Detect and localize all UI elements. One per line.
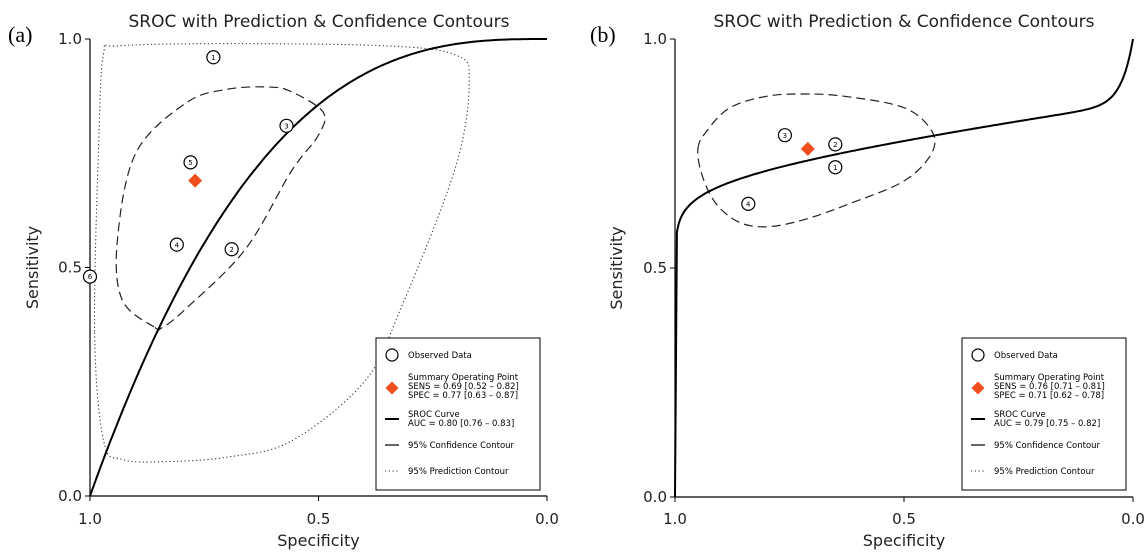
x-tick-label: 0.0 <box>535 510 559 528</box>
legend-prediction-label: 95% Prediction Contour <box>994 467 1095 477</box>
legend-summary-spec: SPEC = 0.77 [0.63 – 0.87] <box>408 391 518 401</box>
study-label: 4 <box>175 241 180 249</box>
legend-box <box>375 337 541 491</box>
legend-summary-icon <box>385 381 399 395</box>
legend-observed-label: Observed Data <box>408 351 472 361</box>
study-label: 2 <box>833 141 837 149</box>
study-label: 1 <box>211 54 215 62</box>
y-tick-label: 0.0 <box>643 488 667 506</box>
y-tick-label: 1.0 <box>58 30 82 48</box>
observed-point-marker <box>828 137 843 152</box>
observed-point-marker <box>828 160 843 175</box>
legend: Observed Data Summary Operating PointSENS… <box>961 337 1127 491</box>
observed-point-marker <box>279 118 294 133</box>
confidence-contour <box>115 86 326 331</box>
legend-observed-icon <box>385 348 399 362</box>
panel-label: (b) <box>590 22 616 47</box>
y-tick-label: 0.5 <box>643 259 667 277</box>
y-tick-label: 0.5 <box>58 259 82 277</box>
legend-sroc-title: SROC Curve <box>408 410 460 420</box>
observed-data-point: 3 <box>279 118 294 133</box>
legend-sroc-title: SROC Curve <box>994 410 1046 420</box>
legend-summary-sens: SENS = 0.69 [0.52 – 0.82] <box>408 382 519 392</box>
legend: Observed Data Summary Operating PointSENS… <box>375 337 541 491</box>
x-tick-label: 0.5 <box>892 510 916 528</box>
x-tick-label: 1.0 <box>78 510 102 528</box>
x-tick-label: 0.0 <box>1121 510 1145 528</box>
observed-point-marker <box>169 237 184 252</box>
legend-summary-sens: SENS = 0.76 [0.71 – 0.81] <box>994 382 1105 392</box>
observed-data-point: 1 <box>828 160 843 175</box>
panel-a: SROC with Prediction & Confidence Contou… <box>8 12 559 550</box>
y-tick-label: 1.0 <box>643 30 667 48</box>
legend-observed-label: Observed Data <box>994 351 1058 361</box>
study-label: 3 <box>284 122 288 130</box>
y-tick-label: 0.0 <box>58 487 82 505</box>
study-label: 2 <box>229 246 233 254</box>
summary-operating-point <box>188 173 203 188</box>
study-label: 6 <box>88 273 93 281</box>
y-axis-label: Sensitivity <box>23 226 42 309</box>
observed-data-point: 5 <box>183 155 198 170</box>
legend-observed-icon <box>971 348 985 362</box>
legend-sroc-auc: AUC = 0.79 [0.75 – 0.82] <box>994 419 1100 429</box>
study-label: 5 <box>188 159 192 167</box>
observed-data-point: 2 <box>828 137 843 152</box>
observed-data-point: 3 <box>777 128 793 143</box>
chart-title: SROC with Prediction & Confidence Contou… <box>714 12 1095 32</box>
observed-point-marker <box>206 50 221 65</box>
sroc-curve <box>89 38 547 497</box>
legend-prediction-label: 95% Prediction Contour <box>408 467 509 477</box>
legend-summary-spec: SPEC = 0.71 [0.62 – 0.78] <box>994 391 1104 401</box>
legend-summary-title: Summary Operating Point <box>994 373 1105 383</box>
x-axis-label: Specificity <box>863 531 945 550</box>
observed-data-point: 6 <box>82 269 98 284</box>
legend-confidence-label: 95% Confidence Contour <box>994 441 1101 451</box>
chart-title: SROC with Prediction & Confidence Contou… <box>129 12 510 32</box>
observed-point-marker <box>224 242 239 257</box>
observed-data-point: 4 <box>169 237 184 252</box>
observed-point-marker <box>777 128 793 143</box>
observed-data-point: 1 <box>206 50 221 65</box>
legend-confidence-label: 95% Confidence Contour <box>408 441 515 451</box>
observed-data-point: 4 <box>741 196 756 211</box>
x-axis-label: Specificity <box>277 531 359 550</box>
legend-box <box>961 337 1127 491</box>
legend-sroc-auc: AUC = 0.80 [0.76 – 0.83] <box>408 419 514 429</box>
observed-point-marker <box>183 155 198 170</box>
confidence-contour <box>697 93 936 228</box>
panel-b: SROC with Prediction & Confidence Contou… <box>590 12 1145 550</box>
observed-point-marker <box>82 269 98 284</box>
study-label: 3 <box>783 132 787 140</box>
x-tick-label: 1.0 <box>663 510 687 528</box>
observed-data-point: 2 <box>224 242 239 257</box>
summary-operating-point <box>800 141 815 156</box>
observed-point-marker <box>741 196 756 211</box>
study-label: 1 <box>833 164 837 172</box>
legend-summary-title: Summary Operating Point <box>408 373 519 383</box>
x-tick-label: 0.5 <box>307 510 331 528</box>
study-label: 4 <box>746 200 751 208</box>
y-axis-label: Sensitivity <box>607 226 626 309</box>
legend-summary-icon <box>971 381 985 395</box>
panel-label: (a) <box>8 22 32 47</box>
sroc-curve <box>674 38 1134 498</box>
